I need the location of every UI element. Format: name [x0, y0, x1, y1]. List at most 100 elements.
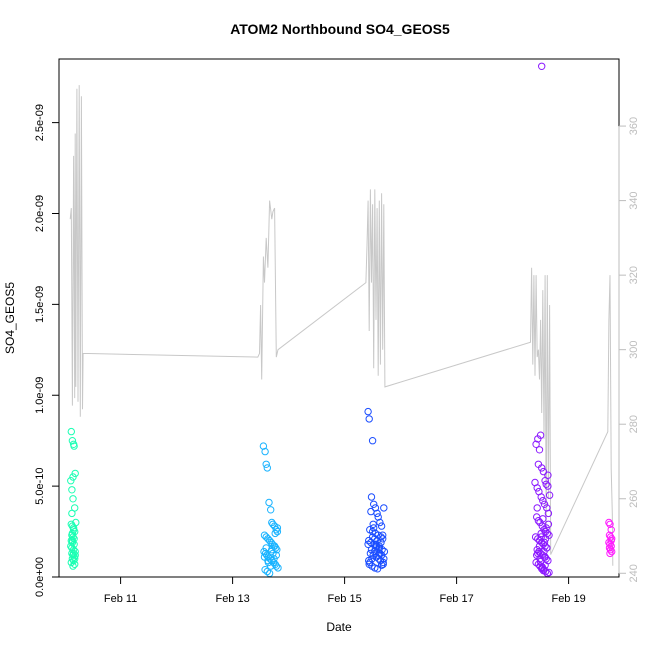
- data-point: [542, 524, 550, 532]
- data-point: [71, 560, 79, 568]
- x-tick-label: Feb 15: [327, 593, 361, 605]
- data-point: [537, 529, 545, 538]
- data-point: [67, 542, 75, 550]
- data-point: [606, 540, 614, 548]
- data-point: [380, 504, 388, 512]
- data-point: [539, 467, 548, 476]
- data-point: [380, 555, 388, 563]
- data-point: [368, 533, 377, 541]
- data-point: [71, 469, 79, 478]
- data-point: [68, 538, 77, 547]
- data-point: [541, 553, 549, 561]
- data-point: [544, 471, 552, 479]
- data-point: [69, 533, 77, 541]
- y-tick-label: 2.0e-09: [34, 195, 46, 232]
- data-point: [539, 566, 548, 575]
- data-point: [364, 540, 372, 548]
- data-point: [533, 484, 541, 492]
- data-point: [69, 526, 78, 534]
- data-point: [372, 553, 381, 561]
- data-point: [265, 498, 273, 507]
- data-point: [367, 493, 376, 501]
- data-point: [542, 480, 550, 488]
- y2-tick-label: 300: [628, 340, 640, 358]
- data-point: [261, 447, 269, 456]
- data-point: [68, 509, 76, 518]
- data-point: [540, 547, 548, 556]
- x-tick-label: Feb 17: [439, 593, 473, 605]
- data-point: [545, 491, 554, 499]
- points-layer: [67, 62, 616, 578]
- y-tick-label: 5.0e-10: [34, 467, 46, 504]
- y2-tick-label: 260: [628, 490, 640, 508]
- data-point: [540, 500, 549, 508]
- data-point: [535, 446, 544, 454]
- data-point: [536, 555, 544, 563]
- y-tick-label: 2.5e-09: [34, 104, 46, 141]
- data-point: [69, 556, 78, 565]
- data-point: [538, 565, 546, 573]
- x-tick-label: Feb 11: [104, 593, 137, 605]
- data-point: [262, 544, 270, 552]
- data-point: [538, 62, 546, 71]
- y2-tick-label: 240: [628, 564, 640, 582]
- y2-tick-label: 280: [628, 415, 640, 433]
- data-point: [536, 431, 545, 439]
- y-tick-label: 1.0e-09: [34, 377, 46, 414]
- data-point: [272, 526, 280, 534]
- data-point: [544, 482, 552, 490]
- data-point: [606, 520, 614, 528]
- data-point: [534, 460, 543, 468]
- data-point: [70, 442, 78, 450]
- data-point: [607, 536, 615, 545]
- data-point: [377, 538, 385, 547]
- data-point: [377, 561, 386, 569]
- data-point: [273, 527, 282, 536]
- data-point: [69, 562, 77, 570]
- line-series: [69, 85, 614, 566]
- data-point: [68, 437, 77, 445]
- data-point: [264, 556, 272, 565]
- data-point: [535, 542, 544, 550]
- data-point: [369, 520, 377, 528]
- x-tick-label: Feb 13: [215, 593, 249, 605]
- data-point: [365, 415, 373, 423]
- data-point: [269, 520, 277, 528]
- data-point: [370, 500, 378, 508]
- data-point: [263, 567, 271, 576]
- data-point: [371, 535, 379, 543]
- y-tick-label: 1.5e-09: [34, 286, 46, 323]
- x-axis: Feb 11 Feb 13 Feb 15 Feb 17 Feb 19: [104, 576, 586, 605]
- data-point: [543, 504, 551, 512]
- y2-tick-label: 360: [628, 117, 640, 135]
- data-point: [69, 473, 77, 481]
- data-point: [537, 533, 545, 541]
- x-tick-label: Feb 19: [551, 593, 585, 605]
- data-point: [605, 531, 614, 539]
- data-point: [67, 477, 75, 485]
- data-point: [67, 427, 76, 436]
- data-point: [262, 460, 270, 468]
- data-point: [539, 497, 547, 505]
- data-point: [377, 522, 386, 530]
- data-point: [270, 542, 279, 550]
- y2-tick-label: 340: [628, 191, 640, 209]
- data-point: [367, 507, 375, 516]
- data-point: [68, 486, 76, 494]
- data-point: [370, 524, 378, 532]
- data-point: [68, 536, 77, 545]
- data-point: [69, 549, 78, 558]
- data-point: [379, 531, 387, 539]
- data-point: [532, 440, 540, 448]
- data-point: [364, 407, 372, 416]
- data-point: [261, 566, 269, 574]
- data-point: [608, 547, 616, 556]
- data-point: [537, 493, 545, 501]
- data-point: [69, 495, 77, 503]
- data-point: [533, 504, 541, 512]
- data-point: [366, 558, 374, 567]
- data-point: [605, 518, 613, 527]
- line-series-layer: [69, 85, 614, 566]
- data-point: [272, 562, 280, 570]
